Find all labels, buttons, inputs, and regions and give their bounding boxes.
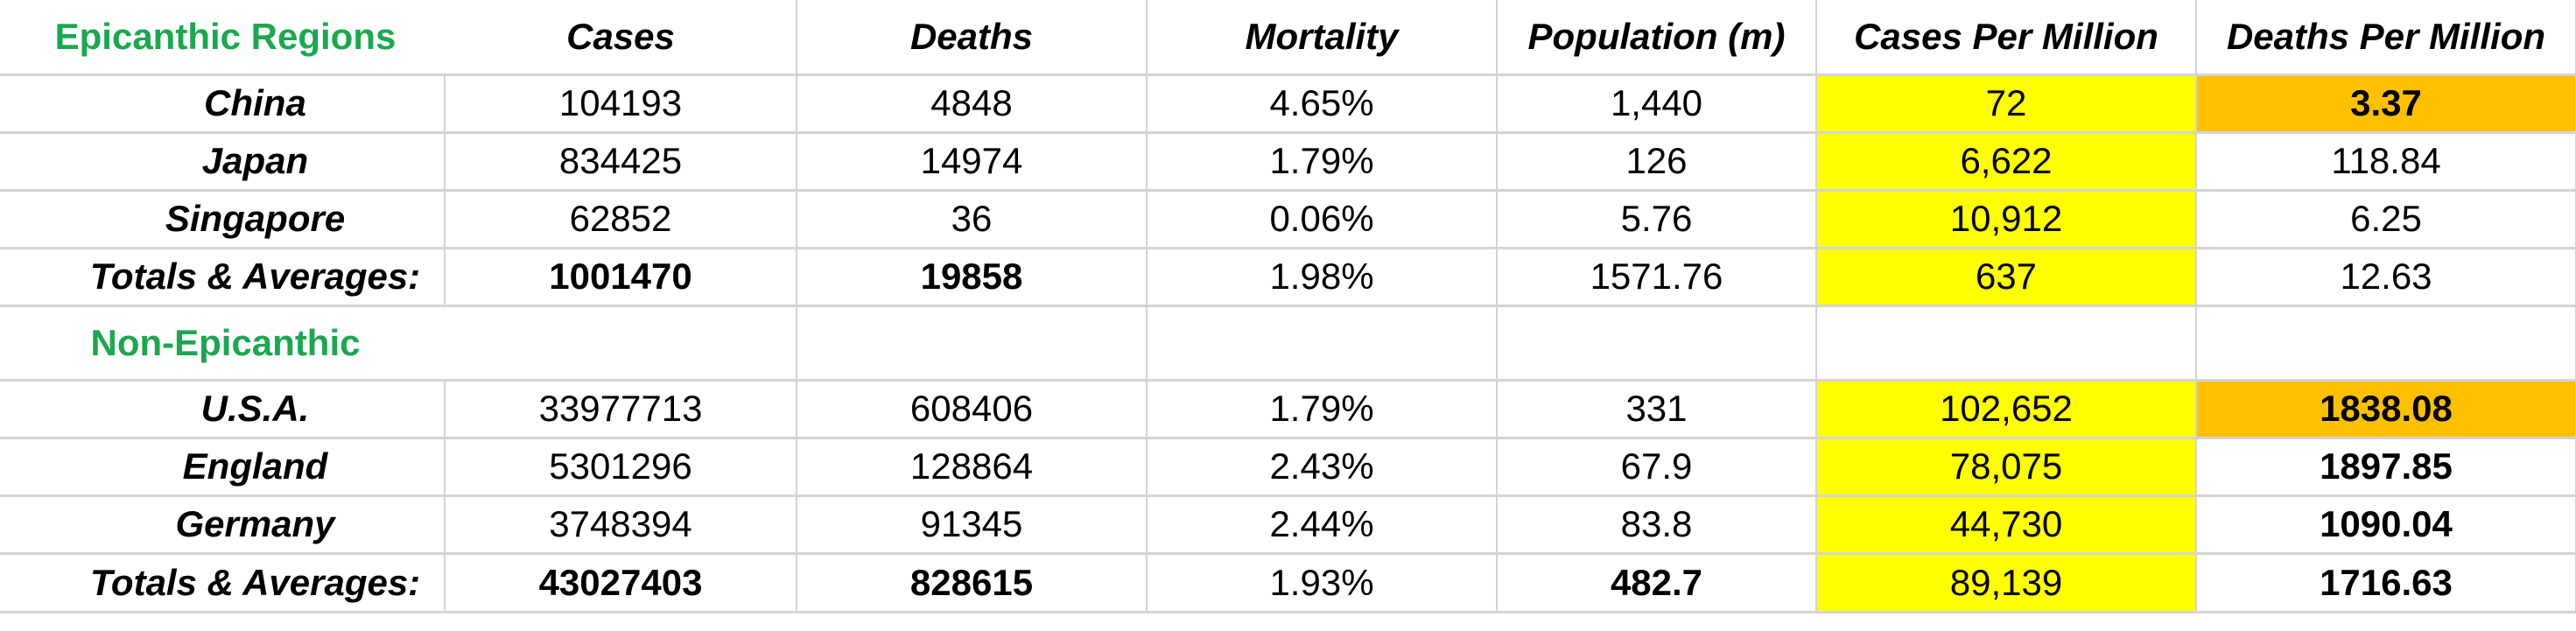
- empty-cell[interactable]: [1816, 305, 2197, 382]
- cell-cases[interactable]: 834425: [445, 132, 797, 192]
- table-row-totals-epicanthic: Totals & Averages: 1001470 19858 1.98% 1…: [0, 248, 2576, 307]
- cell-deaths[interactable]: 128864: [797, 438, 1148, 497]
- cell-cases[interactable]: 104193: [445, 74, 797, 134]
- cell-population[interactable]: 1571.76: [1497, 248, 1817, 307]
- covid-comparison-table: Epicanthic Regions Cases Deaths Mortalit…: [0, 0, 2576, 613]
- cell-population[interactable]: 126: [1497, 132, 1817, 192]
- cell-deaths-per-million[interactable]: 3.37: [2196, 74, 2576, 134]
- cell-mortality[interactable]: 4.65%: [1147, 74, 1498, 134]
- cell-mortality[interactable]: 0.06%: [1147, 190, 1498, 249]
- cell-deaths[interactable]: 36: [797, 190, 1148, 249]
- column-header-cases-per-million[interactable]: Cases Per Million: [1816, 0, 2197, 76]
- cell-deaths[interactable]: 19858: [797, 248, 1148, 307]
- column-header-deaths[interactable]: Deaths: [797, 0, 1148, 76]
- cell-cases-per-million[interactable]: 102,652: [1816, 380, 2197, 439]
- column-header-deaths-per-million[interactable]: Deaths Per Million: [2196, 0, 2576, 76]
- section-title-epicanthic[interactable]: Epicanthic Regions: [0, 0, 445, 76]
- cell-deaths-per-million[interactable]: 12.63: [2196, 248, 2576, 307]
- cell-cases-per-million[interactable]: 78,075: [1816, 438, 2197, 497]
- empty-cell[interactable]: [1497, 305, 1817, 382]
- cell-mortality[interactable]: 2.44%: [1147, 495, 1498, 555]
- empty-cell[interactable]: [1147, 305, 1498, 382]
- cell-cases[interactable]: 43027403: [445, 553, 797, 613]
- table-row-usa: U.S.A. 33977713 608406 1.79% 331 102,652…: [0, 380, 2576, 439]
- empty-cell[interactable]: [2196, 305, 2576, 382]
- cell-deaths[interactable]: 14974: [797, 132, 1148, 192]
- table-row-totals-non-epicanthic: Totals & Averages: 43027403 828615 1.93%…: [0, 553, 2576, 613]
- cell-population[interactable]: 83.8: [1497, 495, 1817, 555]
- cell-mortality[interactable]: 1.98%: [1147, 248, 1498, 307]
- row-label[interactable]: Totals & Averages:: [0, 553, 446, 613]
- cell-mortality[interactable]: 2.43%: [1147, 438, 1498, 497]
- cell-population[interactable]: 482.7: [1497, 553, 1817, 613]
- row-label[interactable]: England: [0, 438, 446, 497]
- cell-deaths[interactable]: 608406: [797, 380, 1148, 439]
- cell-cases-per-million[interactable]: 44,730: [1816, 495, 2197, 555]
- cell-deaths-per-million[interactable]: 1716.63: [2196, 553, 2576, 613]
- cell-cases[interactable]: 3748394: [445, 495, 797, 555]
- row-label[interactable]: U.S.A.: [0, 380, 446, 439]
- table-row-china: China 104193 4848 4.65% 1,440 72 3.37: [0, 74, 2576, 134]
- table-row-england: England 5301296 128864 2.43% 67.9 78,075…: [0, 438, 2576, 497]
- cell-deaths[interactable]: 828615: [797, 553, 1148, 613]
- cell-mortality[interactable]: 1.79%: [1147, 380, 1498, 439]
- empty-cell[interactable]: [445, 305, 797, 382]
- column-header-mortality[interactable]: Mortality: [1147, 0, 1498, 76]
- column-header-population[interactable]: Population (m): [1497, 0, 1817, 76]
- column-header-cases[interactable]: Cases: [445, 0, 797, 76]
- cell-cases-per-million[interactable]: 72: [1816, 74, 2197, 134]
- cell-cases[interactable]: 1001470: [445, 248, 797, 307]
- table-header-row: Epicanthic Regions Cases Deaths Mortalit…: [0, 0, 2576, 76]
- table-row-japan: Japan 834425 14974 1.79% 126 6,622 118.8…: [0, 132, 2576, 192]
- cell-population[interactable]: 1,440: [1497, 74, 1817, 134]
- row-label[interactable]: Totals & Averages:: [0, 248, 446, 307]
- table-row-singapore: Singapore 62852 36 0.06% 5.76 10,912 6.2…: [0, 190, 2576, 249]
- row-label[interactable]: Singapore: [0, 190, 446, 249]
- empty-cell[interactable]: [797, 305, 1148, 382]
- section-title-non-epicanthic[interactable]: Non-Epicanthic: [0, 305, 445, 382]
- cell-cases-per-million[interactable]: 6,622: [1816, 132, 2197, 192]
- cell-deaths[interactable]: 91345: [797, 495, 1148, 555]
- cell-cases-per-million[interactable]: 637: [1816, 248, 2197, 307]
- table-row-germany: Germany 3748394 91345 2.44% 83.8 44,730 …: [0, 495, 2576, 555]
- cell-cases[interactable]: 33977713: [445, 380, 797, 439]
- cell-cases[interactable]: 5301296: [445, 438, 797, 497]
- cell-population[interactable]: 67.9: [1497, 438, 1817, 497]
- cell-deaths-per-million[interactable]: 1838.08: [2196, 380, 2576, 439]
- cell-cases-per-million[interactable]: 10,912: [1816, 190, 2197, 249]
- row-label[interactable]: Japan: [0, 132, 446, 192]
- row-label[interactable]: Germany: [0, 495, 446, 555]
- cell-deaths[interactable]: 4848: [797, 74, 1148, 134]
- cell-deaths-per-million[interactable]: 6.25: [2196, 190, 2576, 249]
- row-label[interactable]: China: [0, 74, 446, 134]
- cell-deaths-per-million[interactable]: 118.84: [2196, 132, 2576, 192]
- cell-mortality[interactable]: 1.93%: [1147, 553, 1498, 613]
- cell-deaths-per-million[interactable]: 1090.04: [2196, 495, 2576, 555]
- cell-mortality[interactable]: 1.79%: [1147, 132, 1498, 192]
- cell-population[interactable]: 331: [1497, 380, 1817, 439]
- cell-deaths-per-million[interactable]: 1897.85: [2196, 438, 2576, 497]
- cell-population[interactable]: 5.76: [1497, 190, 1817, 249]
- cell-cases[interactable]: 62852: [445, 190, 797, 249]
- section-header-row: Non-Epicanthic: [0, 305, 2576, 382]
- cell-cases-per-million[interactable]: 89,139: [1816, 553, 2197, 613]
